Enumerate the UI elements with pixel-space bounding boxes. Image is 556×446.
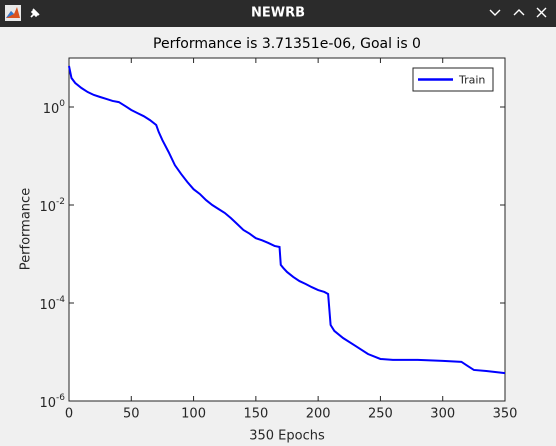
y-tick-label: 10-4 <box>39 295 65 313</box>
x-tick-label: 150 <box>243 407 268 422</box>
axes-box <box>68 57 506 402</box>
close-button[interactable] <box>536 7 547 18</box>
x-tick-label: 300 <box>430 407 455 422</box>
title-bar <box>0 0 556 27</box>
legend: Train <box>412 67 494 92</box>
chart-title: Performance is 3.71351e-06, Goal is 0 <box>153 36 421 52</box>
x-axis-label: 350 Epochs <box>249 429 325 444</box>
x-tick-label: 50 <box>123 407 140 422</box>
x-tick-label: 200 <box>306 407 331 422</box>
minimize-button[interactable] <box>489 9 501 16</box>
x-tick-label: 100 <box>181 407 206 422</box>
x-tick-label: 0 <box>65 407 73 422</box>
app-icon <box>5 5 21 21</box>
maximize-button[interactable] <box>513 9 525 16</box>
legend-label: Train <box>458 74 485 87</box>
axes-background <box>69 58 505 401</box>
y-tick-label: 10-6 <box>39 393 65 411</box>
y-axis-label: Performance <box>19 188 34 270</box>
series-line <box>68 65 506 375</box>
x-tick-label: 350 <box>493 407 518 422</box>
window-title: NEWRB <box>251 6 305 21</box>
y-tick-label: 100 <box>43 99 66 117</box>
x-tick-label: 250 <box>368 407 393 422</box>
pin-button[interactable] <box>30 8 40 18</box>
y-tick-label: 10-2 <box>39 197 65 215</box>
